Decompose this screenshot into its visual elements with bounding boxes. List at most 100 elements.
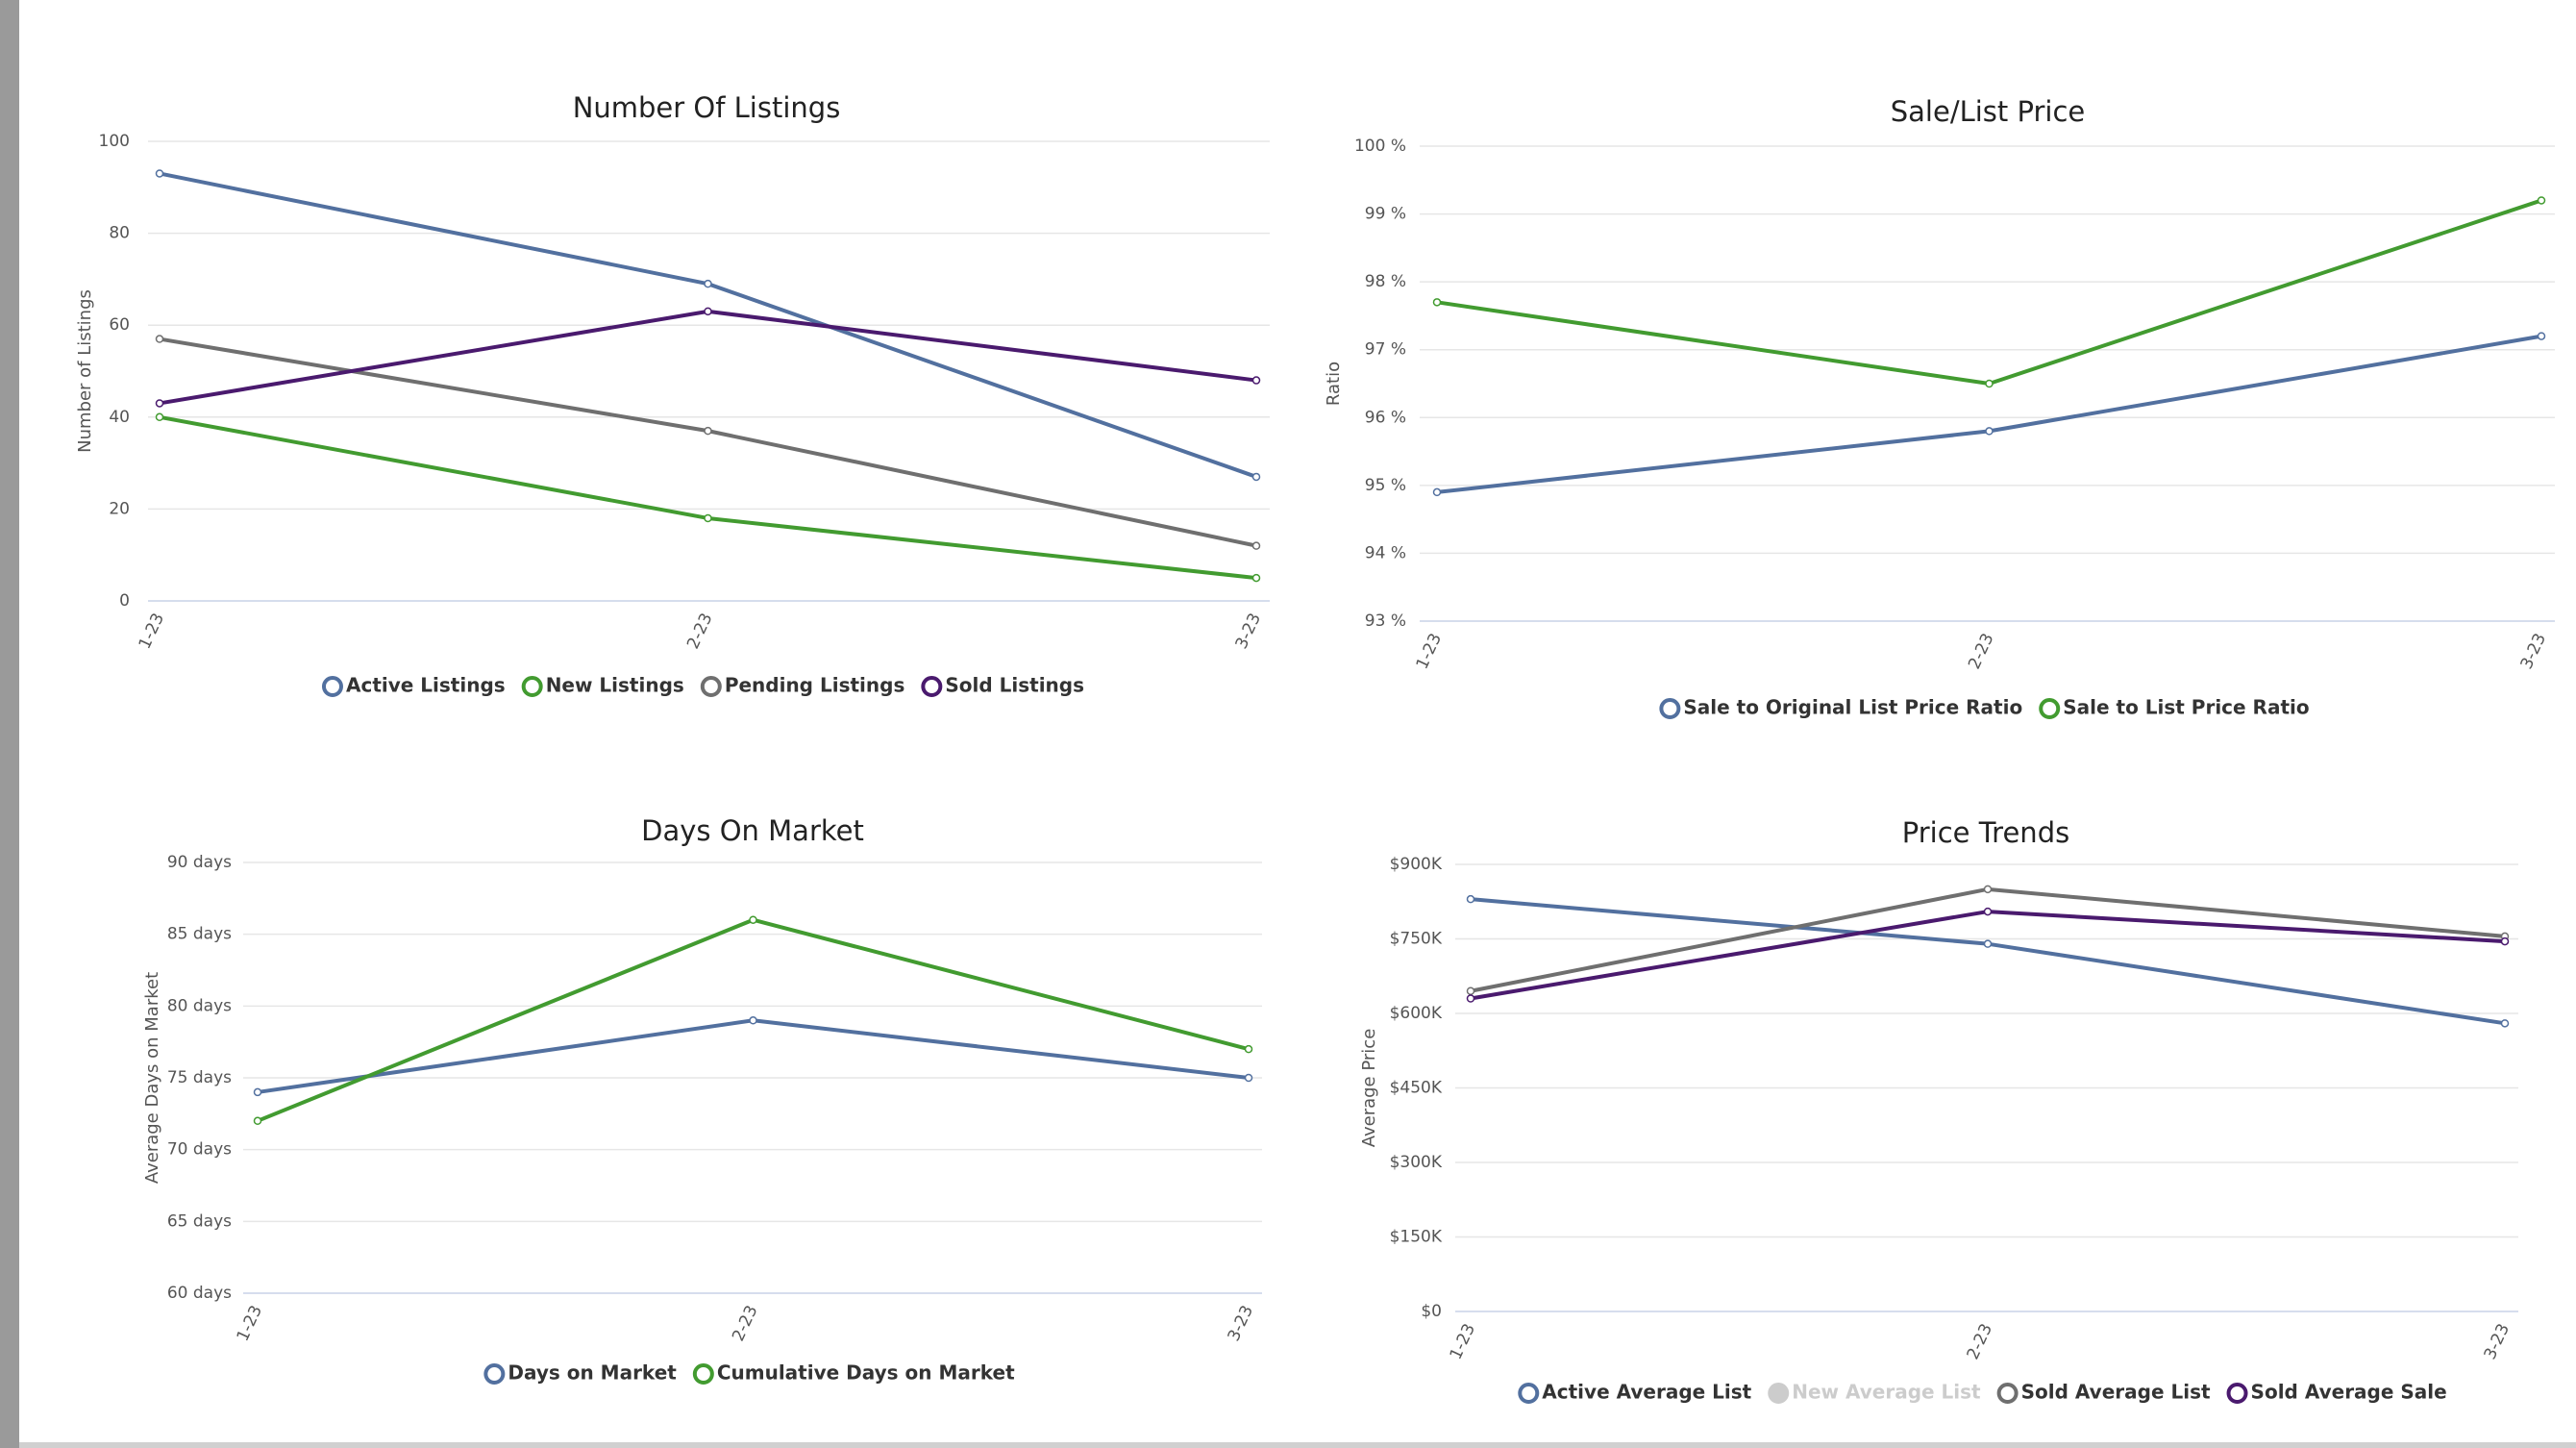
data-point — [253, 1087, 262, 1097]
legend-item[interactable]: Sold Average List — [1996, 1381, 2211, 1404]
y-tick-label: $150K — [1390, 1228, 1443, 1247]
data-point — [1244, 1044, 1253, 1054]
x-tick-label: 2-23 — [683, 611, 716, 652]
legend-item[interactable]: Sale to Original List Price Ratio — [1659, 696, 2022, 719]
y-tick-label: 100 — [99, 132, 130, 151]
legend-label: Active Listings — [346, 674, 506, 697]
chart-title: Days On Market — [641, 814, 864, 847]
legend-item[interactable]: Sold Listings — [921, 674, 1084, 697]
legend-label: Sold Average List — [2021, 1381, 2211, 1404]
y-tick-label: 85 days — [167, 925, 232, 944]
y-tick-label: 20 — [109, 499, 130, 518]
y-tick-label: 99 % — [1365, 205, 1406, 224]
y-axis-label: Average Days on Market — [142, 972, 162, 1184]
data-point — [1432, 298, 1442, 307]
legend: Active Average List New Average List Sold … — [1518, 1381, 2447, 1404]
y-tick-label: $450K — [1390, 1079, 1443, 1098]
data-point — [1432, 487, 1442, 497]
legend-marker — [692, 1363, 714, 1385]
y-tick-label: 40 — [109, 408, 130, 427]
legend-label: Sold Average Sale — [2251, 1381, 2447, 1404]
y-tick-label: 90 days — [167, 853, 232, 872]
y-tick-label: 75 days — [167, 1068, 232, 1087]
data-point — [1983, 939, 1993, 948]
chart-title: Number Of Listings — [573, 91, 841, 124]
data-point — [1251, 541, 1261, 550]
legend-item[interactable]: New Listings — [521, 674, 684, 697]
data-point — [155, 412, 164, 422]
bottom-edge — [19, 1442, 2576, 1448]
legend: Active Listings New Listings Pending Listi… — [321, 674, 1084, 697]
data-point — [1985, 427, 1994, 436]
data-point — [155, 399, 164, 408]
data-point — [1983, 907, 1993, 916]
data-point — [2500, 1019, 2510, 1028]
data-point — [2500, 936, 2510, 946]
legend-label: New Average List — [1792, 1381, 1981, 1404]
data-point — [155, 335, 164, 343]
data-point — [1983, 885, 1993, 894]
data-point — [1251, 573, 1261, 583]
legend-marker — [521, 676, 543, 697]
legend-label: Sale to Original List Price Ratio — [1683, 696, 2022, 719]
x-tick-label: 2-23 — [729, 1303, 761, 1344]
y-tick-label: 65 days — [167, 1211, 232, 1231]
data-point — [155, 169, 164, 178]
data-point — [749, 915, 757, 924]
legend-item[interactable]: Sold Average Sale — [2226, 1381, 2447, 1404]
legend-item[interactable]: Cumulative Days on Market — [692, 1361, 1015, 1385]
y-tick-label: 70 days — [167, 1140, 232, 1160]
data-point — [1251, 376, 1261, 385]
data-point — [1244, 1073, 1253, 1083]
y-tick-label: $300K — [1390, 1153, 1443, 1172]
series-line — [1470, 910, 2506, 1001]
legend-marker — [2039, 698, 2061, 719]
y-tick-label: 80 days — [167, 996, 232, 1015]
legend-marker — [483, 1363, 506, 1385]
legend-marker — [1518, 1383, 1540, 1404]
y-tick-label: 97 % — [1365, 340, 1406, 360]
legend-marker — [700, 676, 722, 697]
data-point — [704, 307, 712, 316]
data-point — [704, 279, 712, 288]
y-tick-label: 94 % — [1365, 543, 1406, 562]
y-tick-label: 0 — [119, 591, 130, 611]
y-axis-label: Average Price — [1359, 1029, 1379, 1148]
legend-item[interactable]: Active Listings — [321, 674, 506, 697]
legend-item[interactable]: Sale to List Price Ratio — [2039, 696, 2310, 719]
data-point — [1466, 994, 1475, 1003]
data-point — [2537, 196, 2546, 205]
legend-marker — [321, 676, 343, 697]
y-tick-label: 98 % — [1365, 272, 1406, 291]
y-tick-label: 93 % — [1365, 612, 1406, 631]
legend-item[interactable]: Pending Listings — [700, 674, 905, 697]
y-tick-label: $600K — [1390, 1004, 1443, 1023]
legend: Days on Market Cumulative Days on Market — [483, 1361, 1015, 1385]
x-tick-label: 1-23 — [234, 1303, 266, 1344]
data-point — [1985, 379, 1994, 388]
chart-title: Sale/List Price — [1891, 95, 2086, 128]
data-point — [253, 1116, 262, 1126]
x-tick-label: 2-23 — [1964, 1321, 1996, 1362]
y-tick-label: 60 days — [167, 1284, 232, 1303]
x-tick-label: 3-23 — [1232, 611, 1265, 652]
legend-label: Sale to List Price Ratio — [2063, 696, 2309, 719]
x-tick-label: 1-23 — [136, 611, 168, 652]
x-tick-label: 3-23 — [2481, 1321, 2514, 1362]
legend-label: Active Average List — [1542, 1381, 1751, 1404]
x-tick-label: 2-23 — [1965, 631, 1997, 672]
y-tick-label: 60 — [109, 315, 130, 335]
legend-label: New Listings — [546, 674, 684, 697]
legend-item[interactable]: New Average List — [1768, 1381, 1981, 1404]
legend-item[interactable]: Days on Market — [483, 1361, 677, 1385]
legend-marker — [1659, 698, 1681, 719]
y-tick-label: $0 — [1421, 1302, 1442, 1321]
x-tick-label: 3-23 — [2517, 631, 2550, 672]
x-tick-label: 1-23 — [1413, 631, 1446, 672]
y-tick-label: 100 % — [1354, 137, 1406, 156]
chart-title: Price Trends — [1902, 816, 2069, 849]
data-point — [2537, 332, 2546, 340]
y-axis-label: Ratio — [1324, 362, 1344, 406]
legend-item[interactable]: Active Average List — [1518, 1381, 1752, 1404]
x-tick-label: 3-23 — [1225, 1303, 1257, 1344]
